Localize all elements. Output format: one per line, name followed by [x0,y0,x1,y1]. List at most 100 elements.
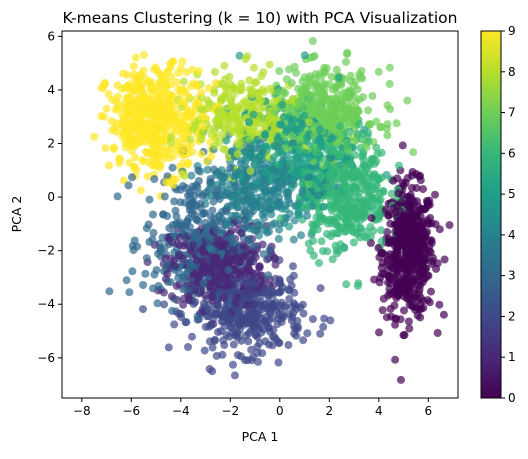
data-point-cluster-4 [205,243,214,252]
x-axis: −8 −6 −4 −2 0 2 4 6 [73,398,432,418]
data-point-cluster-7 [386,105,395,114]
data-point-cluster-0 [397,375,405,384]
colorbar-tick-label: 5 [508,187,516,201]
data-point-cluster-4 [239,196,248,205]
data-point-cluster-9 [101,80,110,88]
data-point-cluster-6 [309,226,318,235]
data-point-cluster-2 [232,305,241,314]
data-point-cluster-9 [167,72,176,81]
data-point-cluster-0 [375,278,384,287]
data-point-cluster-8 [249,127,258,136]
data-point-cluster-8 [259,68,268,77]
data-point-cluster-7 [331,108,340,116]
data-point-cluster-8 [221,123,230,132]
data-point-cluster-6 [315,214,324,223]
data-point-cluster-2 [269,299,277,308]
data-point-cluster-0 [394,189,403,198]
data-point-cluster-1 [255,262,264,271]
data-point-cluster-3 [193,232,201,241]
data-point-cluster-4 [187,171,196,180]
data-point-cluster-9 [121,143,130,152]
data-point-cluster-1 [208,293,217,302]
data-point-cluster-9 [129,85,138,94]
data-point-cluster-9 [163,106,172,115]
data-point-cluster-9 [166,63,175,72]
data-point-cluster-9 [179,85,188,94]
data-point-cluster-4 [297,231,305,240]
data-point-cluster-4 [272,167,281,176]
data-point-cluster-9 [164,89,173,98]
data-point-cluster-3 [201,229,210,238]
data-point-cluster-0 [410,245,419,254]
data-point-cluster-5 [261,167,270,176]
data-point-cluster-9 [124,110,132,119]
data-point-cluster-0 [377,263,386,272]
data-point-cluster-0 [386,219,395,228]
data-point-cluster-3 [212,226,221,235]
data-point-cluster-2 [281,301,290,310]
data-point-cluster-3 [192,215,201,224]
data-point-cluster-9 [152,122,161,131]
x-tick-label: −6 [122,404,140,418]
data-point-cluster-7 [345,86,354,95]
data-point-cluster-1 [228,245,237,254]
data-point-cluster-9 [124,134,133,143]
data-point-cluster-4 [275,225,284,234]
data-point-cluster-7 [342,57,350,66]
data-point-cluster-2 [240,293,249,302]
data-point-cluster-5 [316,125,324,134]
data-point-cluster-2 [268,314,277,323]
y-axis: −6 −4 −2 0 2 4 6 [37,29,62,365]
data-point-cluster-0 [405,324,414,333]
data-point-cluster-8 [167,138,175,147]
data-point-cluster-8 [237,79,246,88]
data-point-cluster-0 [393,277,402,285]
data-point-cluster-4 [314,191,323,200]
data-point-cluster-8 [260,122,269,131]
data-point-cluster-6 [326,183,335,192]
data-point-cluster-9 [109,143,118,152]
scatter-points [90,37,454,384]
data-point-cluster-8 [213,107,222,116]
data-point-cluster-7 [327,124,336,133]
data-point-cluster-4 [285,209,294,218]
data-point-cluster-2 [264,292,273,301]
data-point-cluster-3 [174,273,183,282]
data-point-cluster-2 [308,315,317,324]
data-point-cluster-9 [182,68,191,77]
data-point-cluster-3 [265,245,274,254]
data-point-cluster-4 [274,234,283,243]
data-point-cluster-9 [166,100,175,108]
data-point-cluster-1 [231,299,240,308]
data-point-cluster-8 [270,126,279,135]
data-point-cluster-2 [205,337,214,346]
data-point-cluster-2 [316,284,325,293]
data-point-cluster-4 [228,191,237,200]
data-point-cluster-1 [172,282,181,290]
data-point-cluster-8 [250,79,259,88]
data-point-cluster-9 [127,146,136,155]
data-point-cluster-9 [155,70,164,79]
data-point-cluster-0 [396,230,405,239]
data-point-cluster-9 [139,79,148,88]
data-point-cluster-2 [174,309,183,318]
data-point-cluster-8 [180,171,189,180]
data-point-cluster-5 [261,130,270,139]
data-point-cluster-1 [201,291,210,300]
data-point-cluster-2 [299,336,308,345]
data-point-cluster-2 [164,343,173,352]
data-point-cluster-7 [364,106,373,115]
data-point-cluster-0 [407,205,416,214]
data-point-cluster-8 [220,61,229,70]
data-point-cluster-8 [210,141,219,150]
data-point-cluster-0 [384,211,393,220]
data-point-cluster-3 [179,285,188,294]
data-point-cluster-8 [189,125,197,134]
data-point-cluster-6 [328,189,337,198]
y-tick-label: 0 [47,190,55,204]
data-point-cluster-3 [128,173,136,182]
data-point-cluster-4 [218,191,227,200]
data-point-cluster-2 [218,350,227,359]
data-point-cluster-7 [383,131,392,140]
data-point-cluster-6 [302,202,311,211]
